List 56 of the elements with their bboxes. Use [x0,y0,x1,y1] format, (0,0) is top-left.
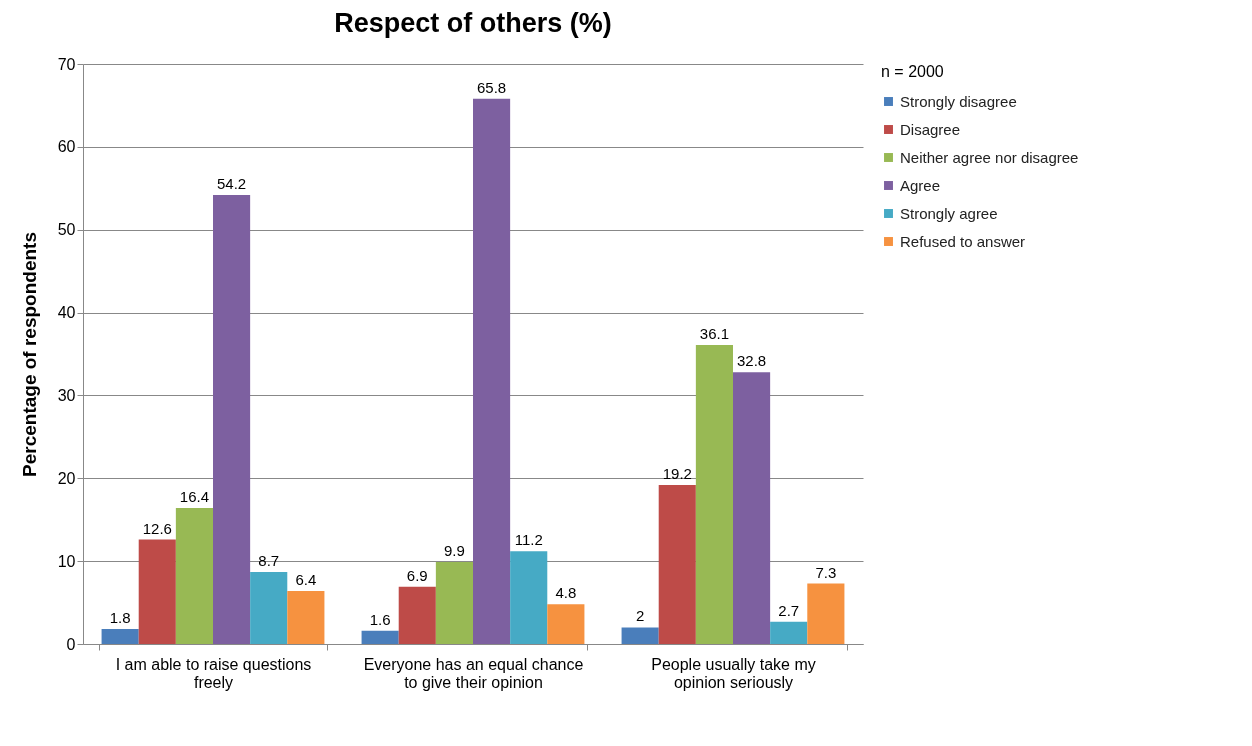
y-tick-label: 30 [57,386,76,404]
bar [213,194,251,644]
y-tick-label: 0 [66,635,76,653]
x-tick-label: People usually take my opinion seriously [651,655,816,691]
data-label: 12.6 [142,519,172,537]
legend-label: Strongly disagree [900,92,1017,110]
data-label: 65.8 [476,78,507,96]
bar [138,539,176,644]
bar [547,604,585,644]
legend-label: Agree [900,176,941,194]
data-label: 19.2 [662,464,692,482]
y-tick-label: 50 [57,221,76,239]
bar [807,583,845,644]
data-label: 32.8 [736,352,767,370]
bar [435,561,473,644]
legend-label: Disagree [900,120,961,138]
y-tick-label: 20 [57,469,76,487]
bar [733,372,771,644]
legend-label: Strongly agree [900,204,998,222]
bar [621,627,659,644]
data-label: 4.8 [555,584,577,602]
bar [658,484,696,644]
y-tick-label: 40 [57,304,76,322]
y-tick-label: 60 [57,138,76,156]
data-label: 16.4 [179,488,210,506]
x-tick-label: I am able to raise questions freely [115,655,312,691]
y-axis-title: Percentage of respondents [18,232,40,477]
data-label: 1.8 [109,609,131,627]
legend-label: Neither agree nor disagree [900,148,1079,166]
bar [473,98,511,644]
bar [175,508,213,644]
data-label: 6.4 [295,570,317,588]
legend-label: Refused to answer [900,232,1026,250]
data-label: 11.2 [514,531,543,549]
bar [287,590,325,644]
bar [510,551,548,644]
data-label: 6.9 [406,566,428,584]
bar [770,621,808,644]
data-label: 8.7 [258,551,280,569]
data-label: 36.1 [699,324,730,342]
y-tick-label: 70 [57,55,76,73]
bar [101,629,139,644]
data-label: 1.6 [369,610,391,628]
data-label: 54.2 [216,174,247,192]
bar [695,344,733,644]
data-label: 2.7 [778,601,800,619]
chart-title: Respect of others (%) [334,8,612,38]
bar [398,586,436,644]
bar [361,630,399,644]
bar [250,571,288,644]
y-tick-label: 10 [57,552,76,570]
data-label: 7.3 [815,563,837,581]
data-label: 2 [635,607,645,625]
x-tick-label: Everyone has an equal chance to give their opinion [363,655,584,691]
data-label: 9.9 [444,541,465,559]
legend-title: n = 2000 [881,63,944,80]
